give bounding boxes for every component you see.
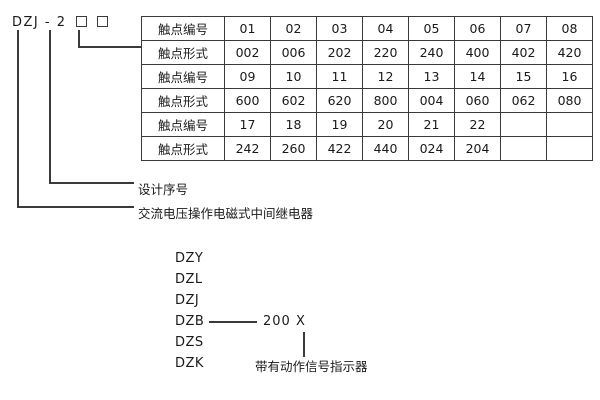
table-cell: 15 xyxy=(500,64,547,89)
model-code: DZJ - 2 xyxy=(12,15,108,30)
series-label-dzl: DZL xyxy=(175,272,203,287)
row-header: 触点编号 xyxy=(141,64,225,89)
series-label-dzy: DZY xyxy=(175,251,204,266)
series-label-dzb: DZB xyxy=(175,314,205,329)
table-row: 触点形式 242 260 422 440 024 204 xyxy=(141,136,593,161)
leader-line-description-vertical xyxy=(17,30,19,207)
table-cell: 11 xyxy=(316,64,363,89)
model-placeholder-box-1 xyxy=(76,16,88,27)
leader-line-indicator-vertical xyxy=(303,332,305,357)
table-row: 触点形式 002 006 202 220 240 400 402 420 xyxy=(141,40,593,65)
table-cell: 18 xyxy=(270,112,317,137)
table-cell: 602 xyxy=(270,88,317,113)
table-cell: 16 xyxy=(546,64,593,89)
leader-line-design-vertical xyxy=(49,30,51,183)
leader-line-description-horizontal xyxy=(17,206,134,208)
series-label-dzs: DZS xyxy=(175,335,204,350)
table-cell: 062 xyxy=(500,88,547,113)
row-header: 触点编号 xyxy=(141,16,225,41)
table-row: 触点编号 01 02 03 04 05 06 07 08 xyxy=(141,16,593,41)
table-cell: 22 xyxy=(454,112,501,137)
table-cell: 07 xyxy=(500,16,547,41)
table-cell: 02 xyxy=(270,16,317,41)
table-row: 触点编号 17 18 19 20 21 22 xyxy=(141,112,593,137)
model-dash: - xyxy=(44,15,52,30)
model-series-digit: 2 xyxy=(56,15,67,30)
leader-line-contact-horizontal xyxy=(78,46,141,48)
row-header: 触点形式 xyxy=(141,136,225,161)
table-cell: 080 xyxy=(546,88,593,113)
table-cell: 420 xyxy=(546,40,593,65)
table-cell-empty xyxy=(500,136,547,161)
table-cell: 204 xyxy=(454,136,501,161)
table-cell: 002 xyxy=(224,40,271,65)
table-cell: 260 xyxy=(270,136,317,161)
table-cell: 04 xyxy=(362,16,409,41)
table-cell: 024 xyxy=(408,136,455,161)
table-cell: 220 xyxy=(362,40,409,65)
row-header: 触点编号 xyxy=(141,112,225,137)
table-cell: 242 xyxy=(224,136,271,161)
table-cell: 19 xyxy=(316,112,363,137)
leader-line-contact-vertical xyxy=(78,30,80,47)
table-cell: 006 xyxy=(270,40,317,65)
table-cell: 402 xyxy=(500,40,547,65)
table-cell: 202 xyxy=(316,40,363,65)
table-cell: 240 xyxy=(408,40,455,65)
table-cell: 600 xyxy=(224,88,271,113)
table-cell: 800 xyxy=(362,88,409,113)
table-row: 触点编号 09 10 11 12 13 14 15 16 xyxy=(141,64,593,89)
table-cell: 09 xyxy=(224,64,271,89)
model-prefix: DZJ xyxy=(12,15,40,30)
model-placeholder-box-2 xyxy=(96,16,108,27)
series-label-dzj: DZJ xyxy=(175,293,200,308)
contact-table: 触点编号 01 02 03 04 05 06 07 08 触点形式 002 00… xyxy=(141,16,593,161)
leader-line-design-horizontal xyxy=(49,182,134,184)
table-cell: 422 xyxy=(316,136,363,161)
table-cell: 08 xyxy=(546,16,593,41)
table-cell: 440 xyxy=(362,136,409,161)
table-cell: 20 xyxy=(362,112,409,137)
table-cell: 21 xyxy=(408,112,455,137)
series-label-dzk: DZK xyxy=(175,356,204,371)
table-row: 触点形式 600 602 620 800 004 060 062 080 xyxy=(141,88,593,113)
leader-line-series-connector xyxy=(209,321,257,323)
row-header: 触点形式 xyxy=(141,88,225,113)
table-cell: 620 xyxy=(316,88,363,113)
table-cell: 03 xyxy=(316,16,363,41)
table-cell: 13 xyxy=(408,64,455,89)
table-cell: 400 xyxy=(454,40,501,65)
table-cell-empty xyxy=(500,112,547,137)
table-cell: 14 xyxy=(454,64,501,89)
table-cell-empty xyxy=(546,112,593,137)
callout-design-serial: 设计序号 xyxy=(138,182,189,197)
table-cell: 12 xyxy=(362,64,409,89)
table-cell: 05 xyxy=(408,16,455,41)
table-cell: 060 xyxy=(454,88,501,113)
callout-relay-description: 交流电压操作电磁式中间继电器 xyxy=(138,206,314,221)
table-cell: 17 xyxy=(224,112,271,137)
series-model-number: 200 X xyxy=(263,314,306,329)
table-cell: 01 xyxy=(224,16,271,41)
indicator-note-label: 带有动作信号指示器 xyxy=(255,359,368,374)
table-cell: 004 xyxy=(408,88,455,113)
table-cell: 10 xyxy=(270,64,317,89)
table-cell-empty xyxy=(546,136,593,161)
table-cell: 06 xyxy=(454,16,501,41)
row-header: 触点形式 xyxy=(141,40,225,65)
